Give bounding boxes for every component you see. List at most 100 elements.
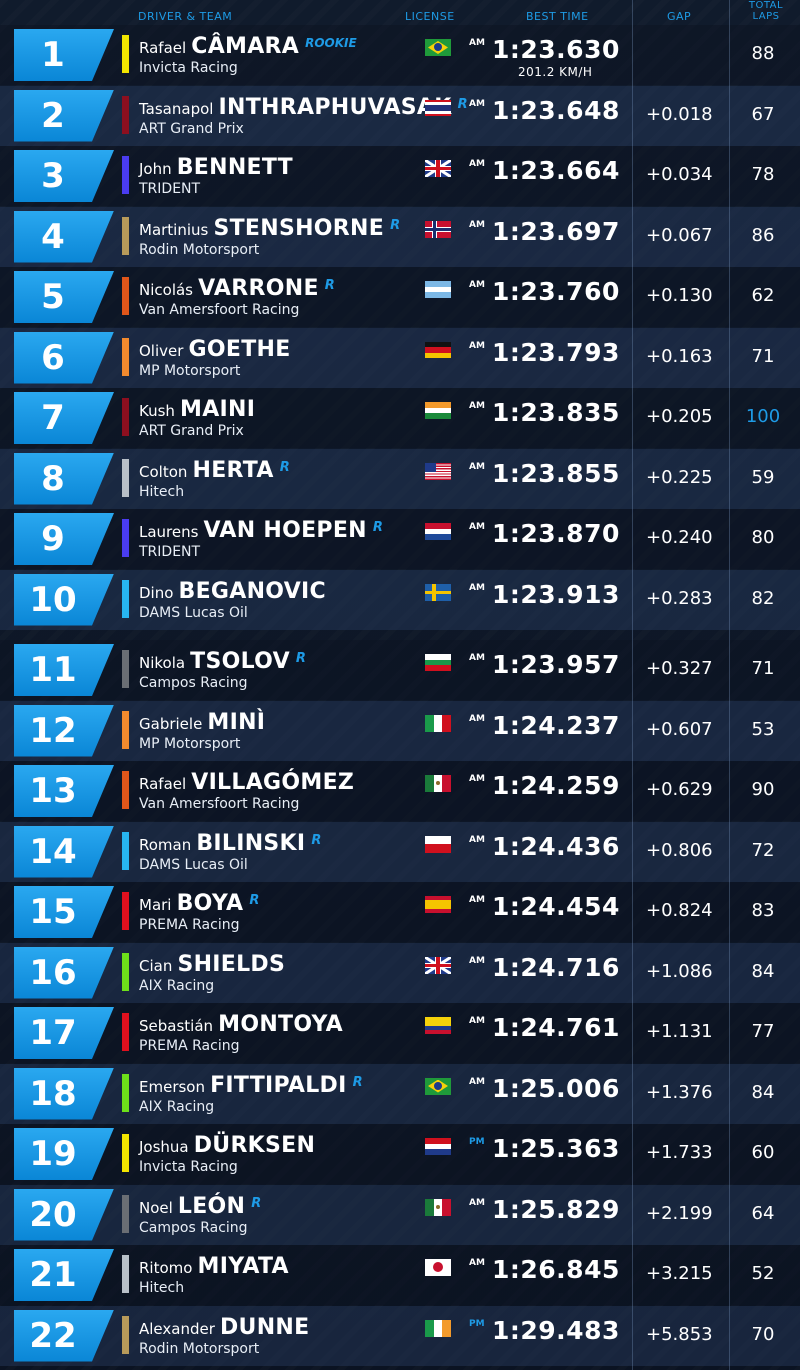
driver-first-name: Alexander [139, 1319, 215, 1338]
best-time: 1:23.855 [492, 458, 620, 488]
table-row-4[interactable]: 4 Martinius STENSHORNE R Rodin Motorsport… [0, 206, 800, 267]
license-badge: AM [469, 1016, 485, 1026]
license-badge: AM [469, 1197, 485, 1208]
total-laps: 82 [751, 587, 775, 609]
mexico-flag-icon [425, 775, 451, 792]
table-row-7[interactable]: 7 Kush MAINI ART Grand Prix AM 1:23.835 … [0, 388, 800, 448]
driver-last-name: MONTOYA [218, 1012, 344, 1037]
best-time: 1:26.845 [492, 1255, 620, 1284]
table-row-21[interactable]: 21 Ritomo MIYATA Hitech AM 1:26.845 +3.2… [0, 1245, 800, 1305]
table-row-16[interactable]: 16 Cian SHIELDS AIX Racing AM 1:24.716 +… [0, 942, 800, 1003]
driver-last-name: VILLAGÓMEZ [191, 770, 355, 795]
table-row-8[interactable]: 8 Colton HERTA R Hitech AM 1:23.855 +0.22… [0, 448, 800, 509]
driver-name: Gabriele MINÌ [139, 710, 265, 735]
license-badge: PM [469, 1318, 485, 1329]
sweden-flag-icon [425, 583, 451, 601]
italy-flag-icon [425, 714, 451, 732]
table-row-19[interactable]: 19 Joshua DÜRKSEN Invicta Racing PM 1:25… [0, 1124, 800, 1184]
row-background [0, 569, 800, 630]
license-badge: AM [469, 38, 485, 48]
position-number: 7 [41, 398, 65, 438]
driver-first-name: Cian [139, 956, 173, 975]
row-background [0, 700, 800, 761]
license-badge: AM [469, 895, 485, 905]
best-time: 1:23.760 [492, 277, 620, 306]
best-time: 1:29.483 [492, 1315, 620, 1345]
table-row-15[interactable]: 15 Mari BOYA R PREMA Racing AM 1:24.454 +… [0, 882, 800, 942]
license-badge: PM [469, 1137, 485, 1147]
team-name: MP Motorsport [139, 735, 241, 752]
best-time: 1:23.697 [492, 216, 620, 246]
row-background [0, 25, 800, 85]
table-row-11[interactable]: 11 Nikola TSOLOV R Campos Racing AM 1:23.… [0, 640, 800, 700]
position-number: 14 [29, 831, 77, 872]
position-number: 13 [29, 771, 77, 811]
driver-name: Oliver GOETHE [139, 337, 291, 362]
driver-first-name: Nikola [139, 654, 186, 672]
driver-last-name: INTHRAPHUVASAK [218, 94, 452, 120]
position-number: 17 [29, 1013, 77, 1053]
table-row-22[interactable]: 22 Alexander DUNNE Rodin Motorsport PM 1… [0, 1305, 800, 1366]
row-background [0, 448, 800, 509]
driver-name: Roman BILINSKI R [139, 831, 321, 856]
ireland-flag-icon [425, 1319, 451, 1337]
rookie-badge: R [311, 832, 322, 848]
gap-value: +0.205 [646, 406, 713, 427]
top-speed: 201.2 KM/H [518, 65, 593, 79]
best-time: 1:23.664 [492, 156, 620, 185]
rookie-badge: R [251, 1195, 262, 1211]
table-row-20[interactable]: 20 Noel LEÓN R Campos Racing AM 1:25.829 … [0, 1184, 800, 1245]
table-row-14[interactable]: 14 Roman BILINSKI R DAMS Lucas Oil AM 1:2… [0, 821, 800, 882]
driver-first-name: Ritomo [139, 1259, 193, 1277]
gap-value: +0.283 [646, 587, 713, 609]
position-number: 5 [41, 277, 65, 317]
team-color-bar [122, 337, 129, 376]
team-color-bar [122, 1134, 129, 1172]
driver-name: Cian SHIELDS [139, 952, 285, 977]
table-row-3[interactable]: 3 John BENNETT TRIDENT AM 1:23.664 +0.03… [0, 146, 800, 206]
mexico-flag-icon [425, 1198, 451, 1216]
table-row-5[interactable]: 5 Nicolás VARRONE R Van Amersfoort Racing… [0, 267, 800, 327]
team-name: DAMS Lucas Oil [139, 604, 248, 621]
driver-last-name: BENNETT [176, 155, 293, 180]
driver-name: Sebastián MONTOYA [139, 1012, 343, 1037]
table-row-6[interactable]: 6 Oliver GOETHE MP Motorsport AM 1:23.79… [0, 327, 800, 388]
position-number: 9 [41, 519, 65, 559]
table-row-1[interactable]: 1 Rafael CÂMARA ROOKIE Invicta Racing AM … [0, 25, 800, 85]
team-color-bar [122, 771, 129, 809]
total-laps: 67 [751, 103, 775, 125]
table-row-18[interactable]: 18 Emerson FITTIPALDI R AIX Racing AM 1:2… [0, 1063, 800, 1124]
team-color-bar [122, 650, 129, 688]
position-number: 3 [41, 156, 65, 196]
table-row-13[interactable]: 13 Rafael VILLAGÓMEZ Van Amersfoort Raci… [0, 761, 800, 821]
driver-name: Colton HERTA R [139, 458, 290, 483]
position-number: 4 [41, 216, 65, 257]
driver-first-name: Martinius [139, 220, 209, 239]
colombia-flag-icon [425, 1017, 451, 1034]
driver-name: Dino BEGANOVIC [139, 579, 326, 604]
row-background [0, 509, 800, 569]
table-row-9[interactable]: 9 Laurens VAN HOEPEN R TRIDENT AM 1:23.87… [0, 509, 800, 569]
gap-value: +0.130 [646, 285, 713, 306]
best-time: 1:23.835 [492, 398, 620, 427]
table-row-10[interactable]: 10 Dino BEGANOVIC DAMS Lucas Oil AM 1:23… [0, 569, 800, 630]
table-row-17[interactable]: 17 Sebastián MONTOYA PREMA Racing AM 1:2… [0, 1003, 800, 1063]
rookie-badge: R [457, 96, 468, 112]
driver-name: John BENNETT [139, 155, 293, 180]
driver-name: Rafael CÂMARA ROOKIE [139, 34, 357, 59]
gap-value: +0.240 [646, 527, 713, 548]
license-badge: AM [469, 401, 485, 411]
team-name: Hitech [139, 483, 185, 500]
uk-flag-icon [425, 956, 451, 974]
table-row-2[interactable]: 2 Tasanapol INTHRAPHUVASAK R ART Grand Pr… [0, 85, 800, 146]
best-time: 1:23.870 [492, 519, 620, 548]
table-row-12[interactable]: 12 Gabriele MINÌ MP Motorsport AM 1:24.2… [0, 700, 800, 761]
driver-name: Alexander DUNNE [139, 1315, 309, 1340]
rookie-badge: R [352, 1074, 363, 1090]
column-divider-gap [632, 0, 633, 1370]
header-total-laps: TOTAL LAPS [742, 0, 790, 22]
position-number: 2 [41, 95, 65, 136]
best-time: 1:25.006 [492, 1073, 620, 1103]
total-laps: 70 [751, 1323, 775, 1345]
poland-flag-icon [425, 835, 451, 853]
